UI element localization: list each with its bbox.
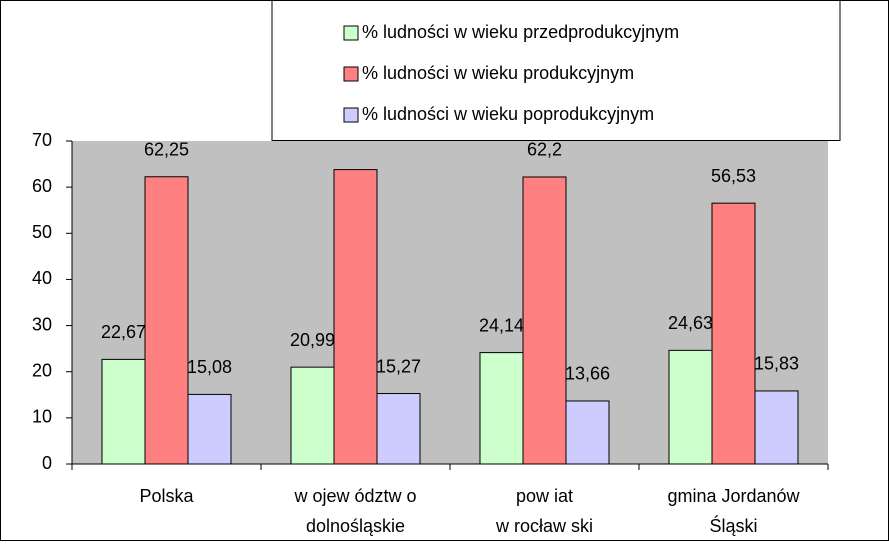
data-label: 62,2 (527, 140, 562, 160)
y-tick-label: 0 (42, 453, 52, 473)
legend-swatch (343, 107, 359, 123)
legend-box (271, 0, 841, 141)
y-tick-label: 20 (32, 360, 52, 380)
x-tick-label: Śląski (709, 515, 757, 536)
bar (290, 366, 335, 465)
x-tick-label: dolnośląskie (306, 516, 405, 536)
bar (754, 390, 799, 465)
legend-swatch (343, 66, 359, 82)
data-label: 15,08 (187, 357, 232, 377)
y-tick-label: 70 (32, 130, 52, 150)
data-label: 15,27 (376, 356, 421, 376)
x-tick-label: gmina Jordanów (667, 486, 800, 506)
x-tick-label: Polska (139, 486, 194, 506)
data-label: 22,67 (101, 322, 146, 342)
bar (144, 176, 189, 465)
legend-label: % ludności w wieku poprodukcyjnym (362, 104, 654, 124)
bar (668, 349, 713, 465)
data-label: 56,53 (711, 166, 756, 186)
x-tick-label: w ojew ództw o (293, 486, 416, 506)
legend-label: % ludności w wieku produkcyjnym (362, 63, 634, 83)
bar (187, 393, 232, 465)
y-tick-label: 40 (32, 268, 52, 288)
x-tick-label: w rocław ski (495, 516, 593, 536)
bar (711, 202, 756, 465)
data-label: 24,14 (479, 315, 524, 335)
data-label: 24,63 (668, 313, 713, 333)
bar (101, 358, 146, 465)
data-label: 20,99 (290, 330, 335, 350)
x-tick-label: pow iat (516, 486, 573, 506)
data-label: 15,83 (754, 354, 799, 374)
bar (333, 169, 378, 465)
y-tick-label: 50 (32, 222, 52, 242)
y-tick-label: 10 (32, 407, 52, 427)
bar (522, 176, 567, 465)
data-label: 62,25 (144, 140, 189, 160)
bar (565, 400, 610, 465)
data-label: 13,66 (565, 364, 610, 384)
bar (479, 352, 524, 465)
y-tick-label: 30 (32, 314, 52, 334)
legend-swatch (343, 25, 359, 41)
bar (376, 393, 421, 465)
y-tick-label: 60 (32, 176, 52, 196)
legend-label: % ludności w wieku przedprodukcyjnym (362, 22, 679, 42)
